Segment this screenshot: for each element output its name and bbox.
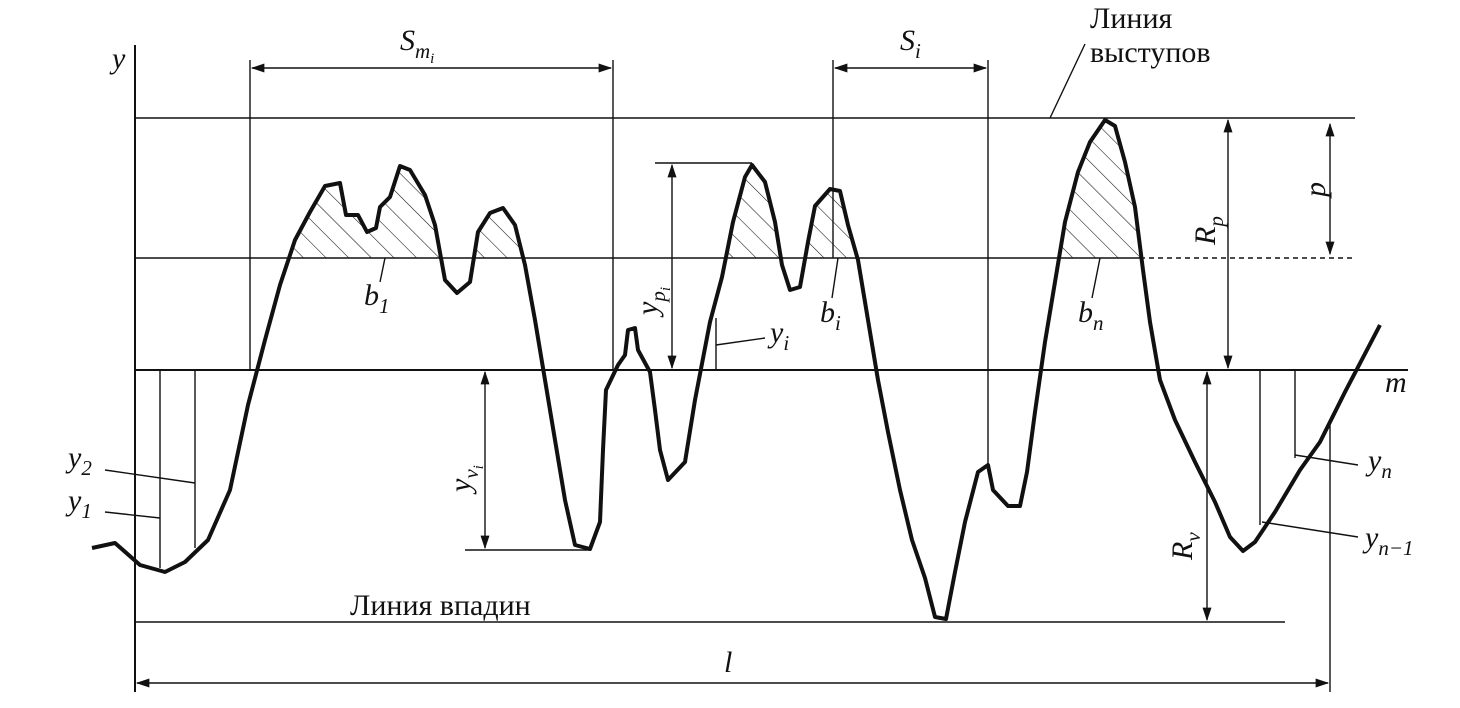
label-sub: p: [1204, 216, 1228, 229]
label-sub: p: [646, 291, 670, 304]
label-base: S: [400, 24, 415, 57]
label: l: [724, 646, 732, 679]
label-base: y: [631, 301, 664, 318]
annotation: Линия впадин: [350, 589, 531, 622]
label-sub: i: [783, 331, 789, 355]
label-base: y: [65, 484, 82, 517]
label-sub: i: [471, 465, 487, 469]
label: yi: [767, 316, 789, 355]
annotation: Линия: [1090, 2, 1173, 35]
label-sub: 1: [81, 499, 92, 523]
leader: [1091, 257, 1101, 299]
label-base: b: [820, 296, 835, 329]
label-base: y: [1365, 444, 1382, 477]
label-sub: n: [1093, 311, 1104, 335]
label-base: y: [1362, 521, 1379, 554]
annotation: выступов: [1090, 36, 1211, 69]
label: Smi: [400, 24, 434, 67]
label: yn−1: [1362, 521, 1414, 560]
label: yvi: [444, 465, 487, 495]
label-base: R: [1166, 542, 1199, 561]
label-sub: 2: [81, 456, 92, 480]
leader: [1261, 521, 1359, 538]
leader: [104, 511, 161, 519]
label: Rv: [1166, 532, 1205, 561]
leader: [715, 337, 766, 346]
label: y2: [65, 441, 92, 480]
leader: [1294, 454, 1359, 466]
label-sub: n: [1381, 459, 1392, 483]
label-base: b: [1078, 296, 1093, 329]
label: y1: [65, 484, 92, 523]
label-sub: m: [415, 39, 430, 63]
label: Si: [900, 24, 921, 63]
label-base: y: [767, 316, 784, 349]
leader: [831, 257, 839, 299]
label-base: S: [900, 24, 915, 57]
leader: [1049, 43, 1086, 119]
label: Rp: [1189, 216, 1228, 246]
axis-label: m: [1385, 366, 1407, 399]
axis-label: y: [109, 42, 126, 75]
label-sub: 1: [379, 294, 390, 318]
label: b1: [364, 279, 390, 318]
label-sub: v: [1181, 532, 1205, 542]
label-base: y: [444, 478, 477, 495]
profile-curve: [91, 118, 1382, 621]
label-base: b: [364, 279, 379, 312]
label-sub: i: [835, 311, 841, 335]
label: ypi: [631, 287, 674, 318]
label-sub: n−1: [1378, 536, 1413, 560]
label: p: [1299, 182, 1332, 199]
label-sub: v: [459, 469, 483, 479]
label-sub: i: [915, 39, 921, 63]
label-sub: i: [430, 51, 434, 67]
label: bi: [820, 296, 841, 335]
label-sub: i: [658, 287, 674, 291]
leader: [104, 469, 196, 484]
label: bn: [1078, 296, 1104, 335]
label-base: y: [65, 441, 82, 474]
label: yn: [1365, 444, 1392, 483]
leader: [379, 257, 386, 283]
label-base: R: [1189, 227, 1222, 246]
